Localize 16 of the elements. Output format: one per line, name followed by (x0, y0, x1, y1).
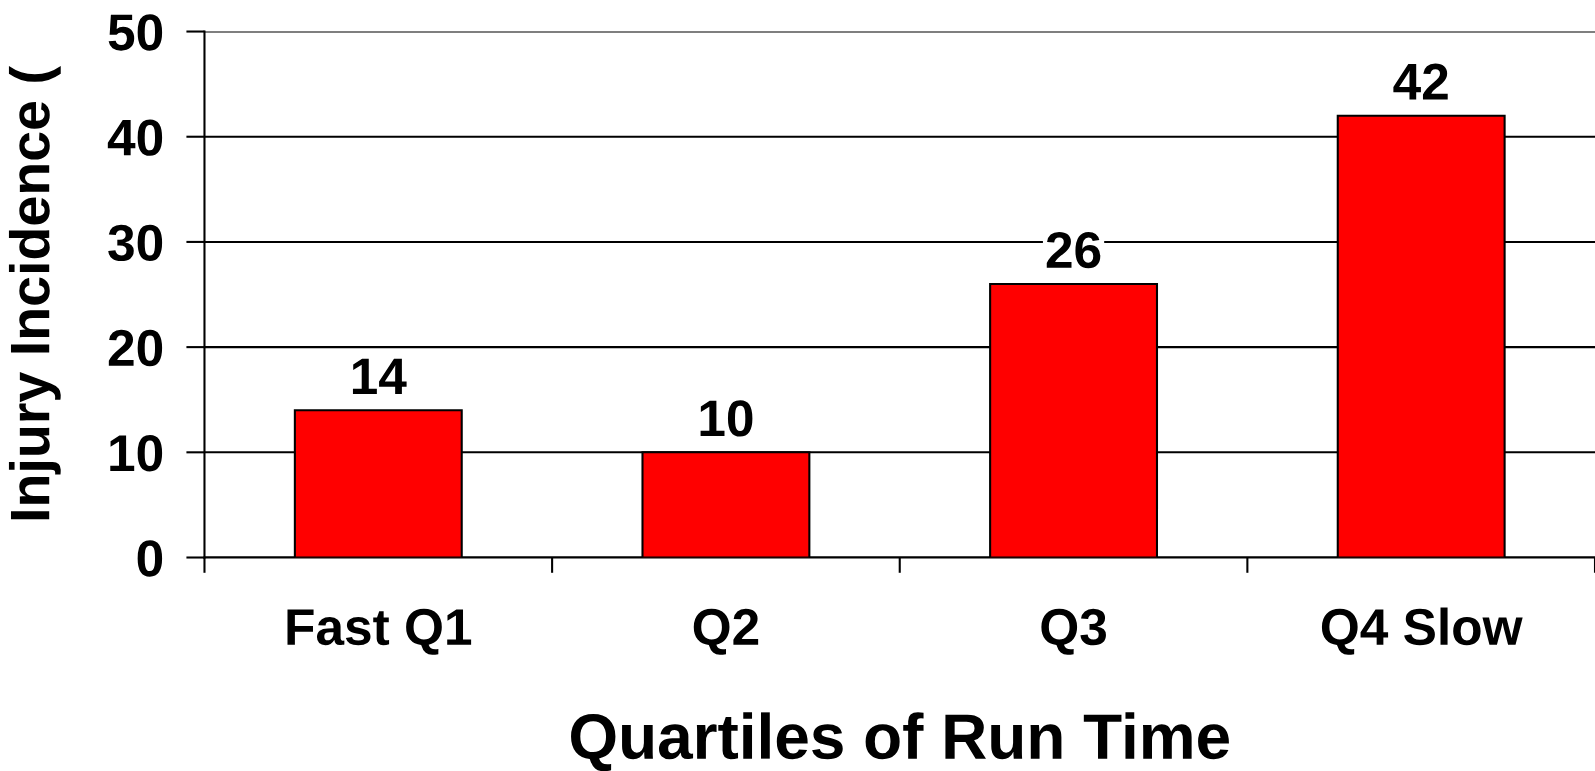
data-label: 10 (700, 400, 753, 437)
y-tick-label: 50 (108, 14, 163, 51)
data-label: 14 (352, 358, 407, 395)
y-tick-label: 0 (137, 540, 163, 577)
x-tick-label: Q2 (693, 608, 759, 655)
y-tick-label: 10 (110, 435, 163, 472)
data-label: 42 (1393, 63, 1448, 100)
x-tick-label: Q4 Slow (1321, 607, 1523, 655)
x-tick-label: Fast Q1 (287, 608, 472, 655)
data-label: 26 (1046, 231, 1101, 269)
y-tick-label: 30 (108, 224, 163, 262)
x-axis-title: Quartiles of Run Time (571, 712, 1229, 771)
y-tick-label: 40 (107, 119, 163, 156)
y-axis-title: Injury Incidence ( (8, 66, 61, 520)
x-tick-label: Q3 (1041, 608, 1106, 655)
y-tick-label: 20 (108, 329, 163, 367)
